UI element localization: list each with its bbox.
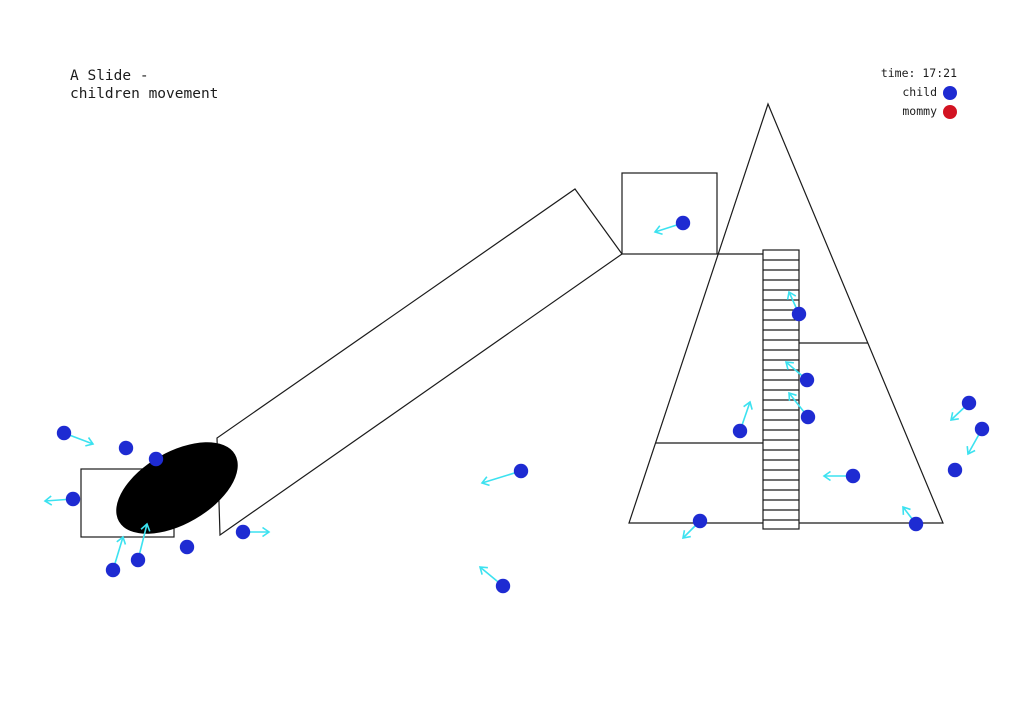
legend-time-row: time: 17:21: [881, 66, 957, 81]
child-dot: [799, 372, 815, 388]
child-dot: [65, 491, 81, 507]
mommy-legend-dot-icon: [943, 104, 957, 119]
child-dot: [845, 468, 861, 484]
child-dot: [118, 440, 134, 456]
child-dot: [495, 578, 511, 594]
child-dot: [513, 463, 529, 479]
slide-shape: [216, 188, 623, 537]
child-legend-label: child: [902, 85, 937, 99]
mommy-legend-label: mommy: [902, 104, 937, 118]
legend: time: 17:21 child mommy: [881, 66, 957, 119]
child-dot: [692, 513, 708, 529]
child-dot: [105, 562, 121, 578]
child-dot: [56, 425, 72, 441]
child-dot: [130, 552, 146, 568]
platform-shape: [621, 172, 718, 255]
child-dot: [732, 423, 748, 439]
child-dot: [791, 306, 807, 322]
title-line-2: children movement: [70, 86, 219, 102]
title-line-1: A Slide -: [70, 68, 149, 84]
child-legend-dot-icon: [943, 85, 957, 100]
child-dot: [235, 524, 251, 540]
child-dot: [675, 215, 691, 231]
child-dot: [800, 409, 816, 425]
child-dot: [179, 539, 195, 555]
child-dot: [947, 462, 963, 478]
child-dot: [148, 451, 164, 467]
page-title: A Slide - children movement: [70, 67, 218, 103]
child-dot: [908, 516, 924, 532]
legend-mommy-row: mommy: [902, 104, 957, 119]
child-dot: [974, 421, 990, 437]
time-label: time: 17:21: [880, 66, 957, 80]
legend-child-row: child: [902, 85, 957, 100]
child-dot: [961, 395, 977, 411]
slide-landing-ellipse: [116, 442, 238, 534]
